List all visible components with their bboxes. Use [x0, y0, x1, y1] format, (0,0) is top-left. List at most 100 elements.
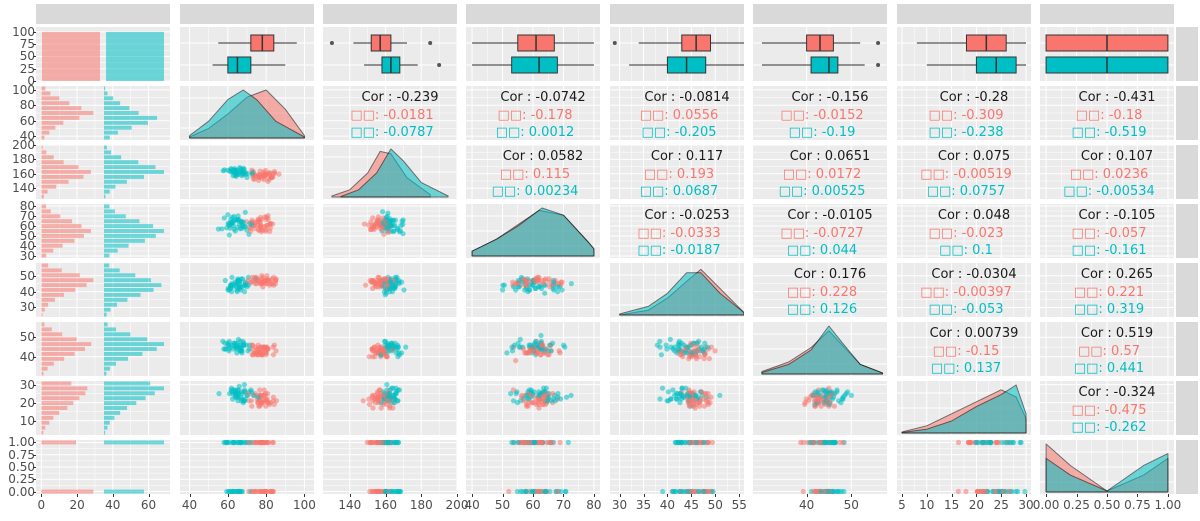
panel-r3-c6: Cor : 0.048 □□: -0.023 □□: 0.1	[897, 204, 1031, 258]
scatter-point-group2	[381, 289, 387, 295]
cor-total: Cor : -0.105	[1079, 208, 1156, 223]
scatter-point-group1	[529, 400, 535, 406]
x-tick	[619, 494, 621, 497]
scatter-point-group2	[400, 231, 406, 237]
column-strip-label	[897, 4, 1031, 24]
hist-bar-group1	[41, 229, 91, 233]
x-tick-label: 40	[798, 498, 815, 512]
cor-total: Cor : -0.28	[940, 90, 1009, 105]
scatter-point-group1	[513, 358, 519, 364]
scatter-point-group1	[269, 440, 275, 446]
x-tick	[1046, 494, 1048, 497]
hist-bar-group1	[41, 415, 54, 420]
x-tick-label: 50	[707, 498, 723, 512]
scatter-point-group2	[220, 338, 226, 344]
scatter-point-group1	[253, 488, 259, 494]
y-tick	[33, 44, 36, 46]
cor-total: Cor : -0.0253	[644, 208, 729, 223]
hist-bar-group2	[104, 91, 108, 96]
scatter-point-group1	[550, 391, 556, 397]
scatter-point-group1	[271, 282, 277, 288]
scatter-point-group1	[385, 229, 391, 235]
hist-bar-group2	[104, 307, 111, 312]
y-tick	[33, 188, 36, 190]
scatter-point-group2	[818, 488, 824, 494]
hist-bar-group2	[104, 101, 121, 106]
scatter-point-group2	[679, 385, 685, 391]
hist-bar-group1	[41, 489, 94, 494]
hist-bar-group1	[41, 425, 46, 430]
scatter-point-group2	[241, 398, 247, 404]
cor-group2: □□: 0.044	[787, 243, 857, 258]
panel-bg	[753, 263, 887, 317]
panel-r6-c3	[466, 381, 600, 435]
hist-bar-group2	[104, 263, 110, 268]
scatter-point-group1	[261, 344, 267, 350]
scatter-point-group2	[392, 340, 398, 346]
scatter-point-group1	[532, 277, 538, 284]
panel-r4-c2	[323, 263, 457, 317]
hist-bar-group1	[41, 420, 50, 425]
cor-group1: □□: -0.00397	[920, 285, 1012, 300]
hist-bar-group1	[41, 219, 73, 224]
y-tick	[33, 420, 36, 422]
scatter-point-group2	[979, 440, 985, 446]
cor-total: Cor : -0.156	[792, 90, 869, 105]
scatter-point-group2	[239, 173, 245, 179]
scatter-point-group2	[395, 354, 401, 360]
panel-r1-c2: Cor : -0.239 □□: -0.0181 □□: -0.0787	[323, 86, 457, 140]
scatter-point-group1	[261, 172, 268, 178]
scatter-point-group1	[840, 440, 846, 446]
bar-group1	[42, 31, 100, 81]
x-tick-label: 80	[258, 498, 274, 512]
panel-r4-c0	[36, 263, 170, 317]
x-tick	[266, 494, 268, 497]
panel-r5-c0	[36, 322, 170, 376]
scatter-point-group1	[261, 440, 268, 446]
scatter-point-group1	[261, 387, 267, 393]
scatter-point-group2	[678, 440, 684, 446]
scatter-point-group1	[250, 346, 256, 352]
cor-group1: □□: 0.221	[1074, 285, 1144, 300]
hist-bar-group1	[41, 440, 77, 445]
hist-bar-group1	[41, 130, 50, 135]
cor-total: Cor : -0.0814	[644, 90, 729, 105]
scatter-point-group1	[995, 440, 1002, 446]
scatter-point-group1	[798, 440, 804, 446]
scatter-point-group1	[249, 342, 256, 348]
hist-bar-group2	[104, 229, 164, 233]
cor-total: Cor : -0.239	[362, 90, 439, 105]
scatter-point-group2	[255, 394, 261, 400]
scatter-point-group2	[665, 389, 671, 395]
hist-bar-group2	[104, 214, 126, 219]
row-strip-label	[1176, 86, 1198, 140]
scatter-point-group1	[976, 488, 982, 494]
scatter-point-group2	[385, 220, 391, 226]
panel-r2-c2	[323, 145, 457, 199]
x-tick-label: 60	[140, 498, 157, 512]
hist-bar-group1	[41, 332, 63, 337]
hist-bar-group2	[104, 332, 131, 337]
cor-total: Cor : -0.0742	[500, 90, 585, 105]
scatter-point-group1	[981, 488, 987, 494]
x-tick-label: 15	[943, 498, 960, 512]
column-strip-label	[610, 4, 744, 24]
scatter-point-group2	[392, 284, 398, 290]
hist-bar-group2	[104, 391, 155, 396]
bar-group2	[106, 31, 164, 81]
scatter-point-group2	[222, 277, 228, 284]
y-tick	[33, 136, 36, 138]
x-tick-label: 30	[1018, 498, 1034, 512]
panel-r6-c2	[323, 381, 457, 435]
box-body	[370, 34, 392, 52]
hist-bar-group1	[41, 86, 46, 91]
hist-bar-group2	[104, 342, 164, 347]
scatter-point-group1	[822, 401, 828, 407]
scatter-point-group2	[384, 382, 390, 388]
hist-bar-group1	[41, 96, 60, 101]
panel-r2-c7: Cor : 0.107 □□: 0.0236 □□: -0.00534	[1040, 145, 1174, 199]
scatter-point-group1	[366, 222, 372, 228]
cor-group2: □□: 0.441	[1074, 361, 1144, 376]
row-strip-label	[1176, 381, 1198, 435]
